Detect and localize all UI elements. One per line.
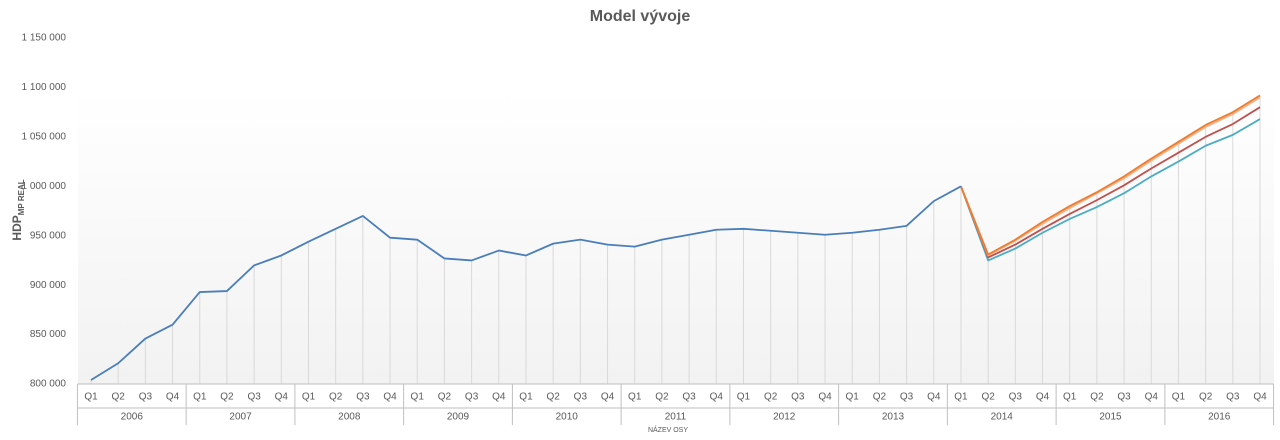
x-tick-label: Q4 bbox=[1036, 392, 1050, 403]
x-tick-label: Q4 bbox=[275, 392, 289, 403]
chart-title: Model vývoje bbox=[590, 8, 691, 25]
x-tick-label: Q2 bbox=[873, 392, 887, 403]
x-tick-label: Q1 bbox=[519, 392, 533, 403]
x-tick-label: Q3 bbox=[247, 392, 261, 403]
y-axis-title: HDPMP REAL bbox=[10, 179, 26, 240]
y-tick-label: 1 100 000 bbox=[22, 82, 67, 93]
x-tick-label: Q3 bbox=[900, 392, 914, 403]
x-tick-label: Q1 bbox=[302, 392, 316, 403]
x-tick-label: Q1 bbox=[1063, 392, 1077, 403]
y-axis-title-main: HDP bbox=[10, 215, 24, 240]
group-label: 2006 bbox=[121, 412, 144, 423]
y-tick-label: 1 150 000 bbox=[22, 33, 67, 44]
group-label: 2007 bbox=[229, 412, 252, 423]
x-tick-label: Q2 bbox=[329, 392, 343, 403]
x-tick-label: Q1 bbox=[1172, 392, 1186, 403]
x-tick-label: Q2 bbox=[112, 392, 126, 403]
group-label: 2011 bbox=[665, 412, 687, 423]
x-tick-label: Q4 bbox=[1145, 392, 1159, 403]
x-tick-label: Q2 bbox=[1090, 392, 1104, 403]
x-tick-label: Q2 bbox=[220, 392, 234, 403]
group-label: 2009 bbox=[447, 412, 470, 423]
y-tick-label: 1 050 000 bbox=[22, 131, 67, 142]
group-label: 2013 bbox=[882, 412, 905, 423]
x-tick-label: Q4 bbox=[383, 392, 397, 403]
x-tick-label: Q1 bbox=[737, 392, 751, 403]
x-tick-label: Q3 bbox=[465, 392, 479, 403]
series-line bbox=[90, 185, 962, 381]
series-line bbox=[960, 94, 1261, 256]
group-label: 2016 bbox=[1208, 412, 1231, 423]
x-tick-label: Q3 bbox=[682, 392, 696, 403]
group-label: 2015 bbox=[1099, 412, 1122, 423]
y-tick-label: 850 000 bbox=[30, 329, 67, 340]
x-tick-label: Q4 bbox=[492, 392, 506, 403]
x-tick-label: Q2 bbox=[655, 392, 669, 403]
y-tick-label: 950 000 bbox=[30, 230, 67, 241]
x-tick-label: Q2 bbox=[546, 392, 560, 403]
x-tick-label: Q1 bbox=[846, 392, 860, 403]
x-tick-label: Q1 bbox=[411, 392, 425, 403]
group-label: 2012 bbox=[773, 412, 796, 423]
x-tick-label: Q3 bbox=[791, 392, 805, 403]
x-tick-label: Q2 bbox=[1199, 392, 1213, 403]
x-tick-label: Q3 bbox=[139, 392, 153, 403]
group-label: 2008 bbox=[338, 412, 361, 423]
y-axis-title-subscript: MP REAL bbox=[17, 179, 26, 215]
x-tick-label: Q1 bbox=[84, 392, 98, 403]
x-tick-label: Q4 bbox=[818, 392, 832, 403]
x-tick-label: Q3 bbox=[356, 392, 370, 403]
x-tick-label: Q2 bbox=[981, 392, 995, 403]
x-tick-label: Q4 bbox=[601, 392, 615, 403]
x-tick-label: Q1 bbox=[954, 392, 968, 403]
y-tick-label: 800 000 bbox=[30, 379, 67, 390]
y-tick-label: 900 000 bbox=[30, 280, 67, 291]
series-line bbox=[960, 106, 1261, 259]
x-tick-label: Q3 bbox=[574, 392, 588, 403]
x-tick-label: Q1 bbox=[193, 392, 207, 403]
x-tick-label: Q2 bbox=[438, 392, 452, 403]
x-tick-label: Q3 bbox=[1009, 392, 1023, 403]
group-label: 2010 bbox=[556, 412, 579, 423]
x-axis-title: NÁZEV OSY bbox=[648, 425, 688, 434]
x-tick-label: Q3 bbox=[1226, 392, 1240, 403]
x-tick-label: Q3 bbox=[1117, 392, 1131, 403]
group-label: 2014 bbox=[991, 412, 1014, 423]
x-tick-label: Q2 bbox=[764, 392, 778, 403]
x-tick-label: Q4 bbox=[927, 392, 941, 403]
x-tick-label: Q4 bbox=[1253, 392, 1267, 403]
x-tick-label: Q4 bbox=[710, 392, 724, 403]
x-tick-label: Q1 bbox=[628, 392, 642, 403]
y-tick-label: 1 000 000 bbox=[22, 181, 67, 192]
x-tick-label: Q4 bbox=[166, 392, 180, 403]
series-line bbox=[960, 118, 1261, 262]
